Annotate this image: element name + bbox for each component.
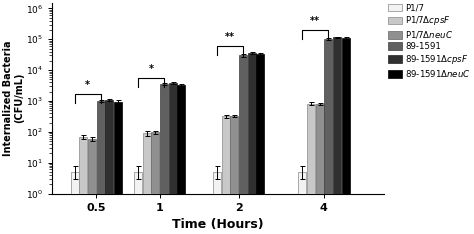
- Bar: [307, 104, 315, 234]
- Bar: [333, 37, 341, 234]
- Bar: [213, 172, 221, 234]
- Bar: [239, 55, 247, 234]
- Bar: [324, 39, 332, 234]
- Bar: [247, 53, 255, 234]
- Bar: [134, 172, 142, 234]
- Y-axis label: Internalized Bacteria
(CFU/mL): Internalized Bacteria (CFU/mL): [3, 40, 25, 156]
- Bar: [169, 83, 177, 234]
- Bar: [177, 85, 185, 234]
- Bar: [316, 104, 324, 234]
- Legend: P1/7, P1/7$\Delta$$\it{cpsF}$, P1/7$\Delta$$\it{neuC}$, 89-1591, 89-1591$\Delta$: P1/7, P1/7$\Delta$$\it{cpsF}$, P1/7$\Del…: [388, 4, 471, 79]
- Bar: [143, 133, 151, 234]
- X-axis label: Time (Hours): Time (Hours): [172, 218, 264, 231]
- Bar: [160, 84, 168, 234]
- Bar: [71, 172, 79, 234]
- Bar: [342, 38, 349, 234]
- Text: **: **: [310, 16, 320, 26]
- Bar: [105, 100, 113, 234]
- Text: **: **: [225, 32, 235, 42]
- Bar: [221, 116, 229, 234]
- Text: *: *: [85, 80, 90, 90]
- Bar: [88, 139, 96, 234]
- Bar: [80, 137, 87, 234]
- Bar: [230, 116, 238, 234]
- Text: *: *: [148, 64, 154, 74]
- Bar: [97, 101, 105, 234]
- Bar: [298, 172, 306, 234]
- Bar: [256, 54, 264, 234]
- Bar: [151, 132, 159, 234]
- Bar: [114, 102, 122, 234]
